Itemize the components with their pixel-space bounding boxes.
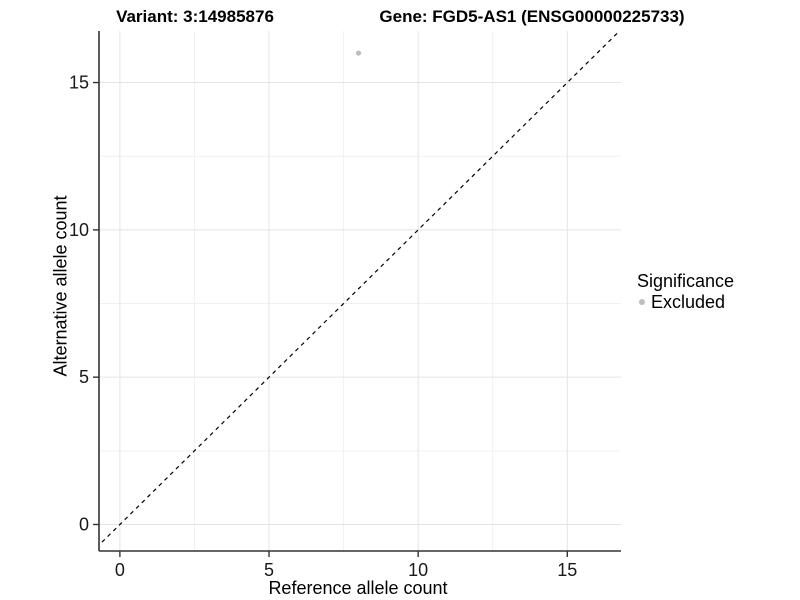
x-tick-label: 15 (557, 560, 577, 580)
y-axis-label: Alternative allele count (50, 195, 71, 377)
y-tick-label: 10 (69, 220, 89, 240)
legend-item-label: Excluded (651, 292, 726, 312)
y-tick-label: 15 (69, 73, 89, 93)
legend-point-icon (639, 299, 645, 305)
data-point (355, 50, 362, 56)
y-tick-label: 0 (79, 514, 89, 534)
identity-line (99, 31, 621, 546)
chart-title-gene: Gene: FGD5-AS1 (ENSG00000225733) (379, 7, 685, 26)
legend-title: Significance (637, 271, 735, 291)
y-tick-label: 5 (79, 367, 89, 387)
chart-title-variant: Variant: 3:14985876 (116, 7, 274, 26)
x-tick-label: 10 (408, 560, 428, 580)
legend: Significance Excluded (637, 271, 734, 312)
x-tick-label: 5 (264, 560, 274, 580)
x-axis-label: Reference allele count (268, 578, 448, 598)
x-tick-label: 0 (115, 560, 125, 580)
legend-item-excluded: Excluded (637, 292, 734, 312)
panel-background (99, 31, 621, 551)
